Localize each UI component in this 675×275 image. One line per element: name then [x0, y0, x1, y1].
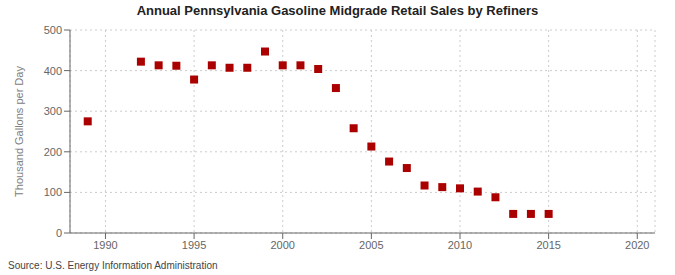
html-text:Source: U.S. Energy Informatio: Source: U.S. Energy Information Administ…	[8, 260, 218, 271]
svg-text:200: 200	[44, 146, 62, 158]
svg-text:1995: 1995	[182, 239, 206, 251]
svg-text:400: 400	[44, 65, 62, 77]
svg-text:1990: 1990	[93, 239, 117, 251]
svg-text:Thousand Gallons per Day: Thousand Gallons per Day	[13, 66, 25, 197]
svg-text:2015: 2015	[536, 239, 560, 251]
svg-text:100: 100	[44, 186, 62, 198]
svg-text:2000: 2000	[270, 239, 294, 251]
svg-text:2005: 2005	[359, 239, 383, 251]
html-text:Annual Pennsylvania Gasoline M: Annual Pennsylvania Gasoline Midgrade Re…	[136, 3, 539, 18]
svg-text:300: 300	[44, 105, 62, 117]
svg-text:2020: 2020	[625, 239, 649, 251]
svg-text:2010: 2010	[448, 239, 472, 251]
svg-text:500: 500	[44, 24, 62, 36]
svg-text:0: 0	[56, 227, 62, 239]
